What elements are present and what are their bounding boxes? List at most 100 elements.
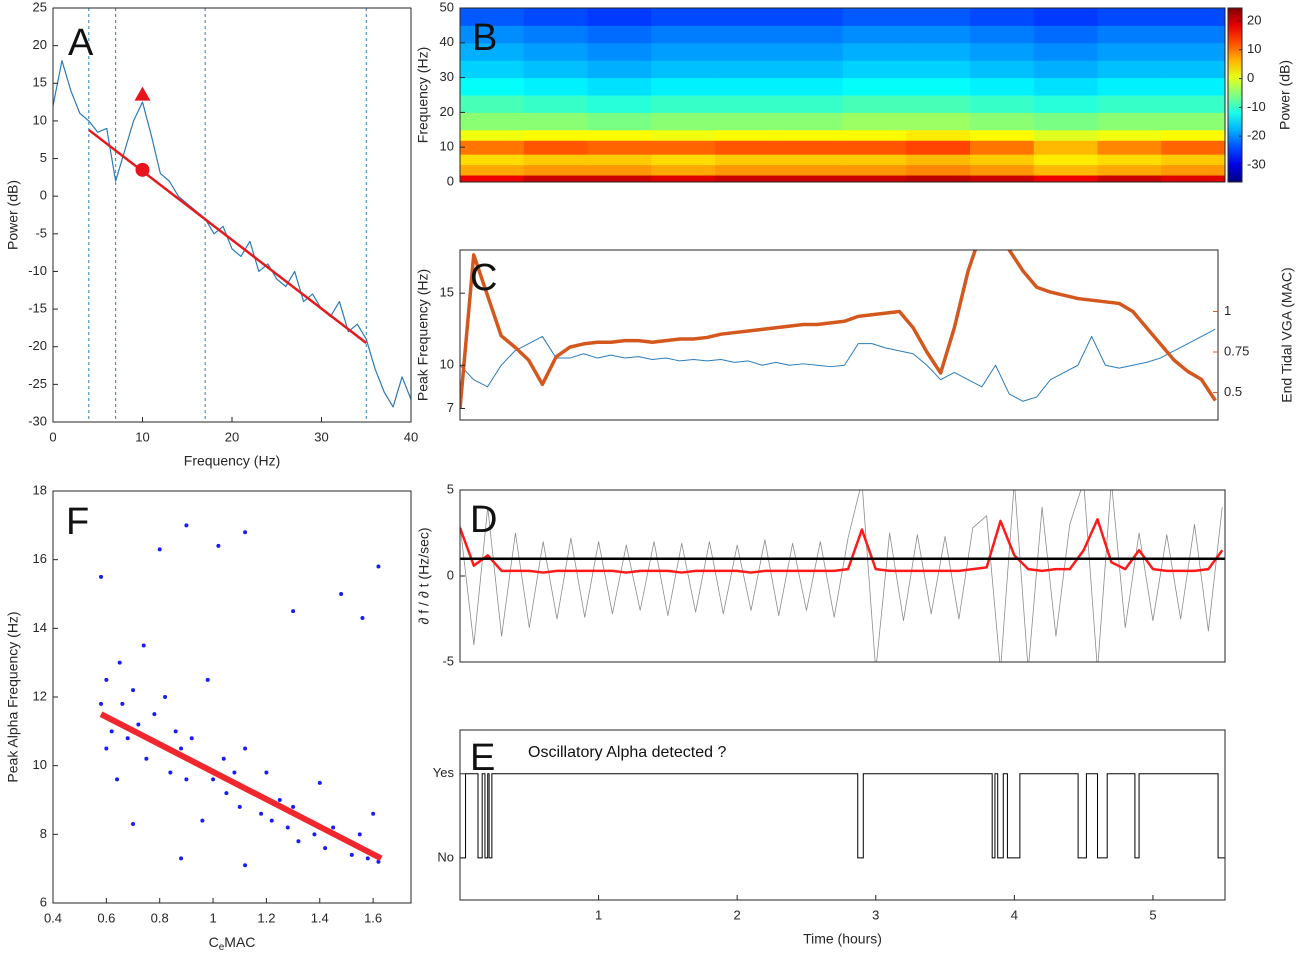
heat-cell (1161, 77, 1225, 96)
heat-cell (523, 25, 588, 44)
heat-cell (587, 164, 652, 176)
heat-cell (1161, 60, 1225, 79)
y-axis-label: Power (dB) (5, 180, 21, 250)
y-tick-label: -10 (28, 263, 47, 278)
scatter-point (243, 746, 248, 751)
scatter-point (136, 722, 141, 727)
heat-cell (1097, 8, 1162, 26)
y2-axis-label: End Tidal VGA (MAC) (1279, 267, 1295, 402)
heat-cell (778, 129, 843, 141)
heat-cell (1097, 25, 1162, 44)
scatter-point (323, 846, 328, 851)
colorbar-label: Power (dB) (1277, 60, 1293, 130)
y-tick-label: 0 (447, 567, 454, 582)
heat-cell (906, 60, 971, 79)
heat-cell (715, 175, 780, 182)
x-tick-label: 4 (1011, 907, 1018, 922)
heat-cell (715, 129, 780, 141)
y2-tick-label: 1 (1224, 303, 1231, 318)
axes-frame (459, 249, 1219, 421)
scatter-point (168, 770, 173, 775)
scatter-point (264, 770, 269, 775)
x-axis-label-part: C (209, 934, 219, 950)
x-tick-label: 0.4 (44, 910, 62, 925)
step-line (460, 773, 1225, 859)
heat-cell (970, 77, 1035, 96)
heat-cell (778, 42, 843, 61)
scatter-point (141, 643, 146, 648)
y-tick-label: 15 (33, 75, 47, 90)
scatter-point (259, 811, 264, 816)
heat-cell (970, 95, 1035, 113)
heat-cell (906, 140, 971, 155)
heat-cell (1033, 164, 1098, 176)
heat-cell (651, 95, 716, 113)
y-tick-label: No (437, 849, 454, 864)
scatter-point (115, 777, 120, 782)
heat-cell (1161, 129, 1225, 141)
scatter-point (232, 770, 237, 775)
heat-cell (1161, 25, 1225, 44)
heat-cell (523, 175, 588, 182)
heat-cell (906, 77, 971, 96)
heat-cell (460, 8, 525, 26)
scatter-point (243, 863, 248, 868)
heat-cell (1033, 42, 1098, 61)
series-line (460, 490, 1223, 662)
heat-cell (842, 140, 907, 155)
y-tick-label: 12 (33, 688, 47, 703)
y-tick-label: 16 (33, 551, 47, 566)
heat-cell (715, 60, 780, 79)
heat-cell (460, 164, 525, 176)
scatter-point (237, 804, 242, 809)
colorbar-tick-label: 10 (1247, 41, 1261, 56)
heat-cell (651, 154, 716, 166)
heat-cell (1161, 164, 1225, 176)
axes-frame (459, 7, 1226, 183)
scatter-point (99, 574, 104, 579)
scatter-point (317, 780, 322, 785)
x-tick-label: 3 (872, 907, 879, 922)
heat-cell (1161, 112, 1225, 131)
heat-cell (1097, 164, 1162, 176)
heat-cell (460, 112, 525, 131)
heat-cell (1097, 140, 1162, 155)
heat-cell (842, 25, 907, 44)
y-tick-label: -20 (28, 338, 47, 353)
scatter-point (360, 616, 365, 621)
heat-cell (523, 60, 588, 79)
x-axis-label: Time (hours) (803, 931, 882, 947)
scatter-point (117, 660, 122, 665)
heat-cell (970, 112, 1035, 131)
heat-cell (1097, 112, 1162, 131)
heat-cell (651, 112, 716, 131)
peak-marker (134, 86, 151, 101)
panel: 0 10 20 30 40 50 Frequency (Hz) B -30 -20 -10 0 10 20… (415, 0, 1293, 188)
x-tick-label: 1.2 (257, 910, 275, 925)
y-tick-label: -30 (28, 413, 47, 428)
heat-cell (523, 154, 588, 166)
scatter-point (189, 736, 194, 741)
heat-cell (715, 42, 780, 61)
scatter-point (291, 609, 296, 614)
heat-cell (651, 42, 716, 61)
y2-tick-label: 0.5 (1224, 384, 1242, 399)
heat-cell (1033, 175, 1098, 182)
heat-cell (715, 8, 780, 26)
heat-cell (778, 140, 843, 155)
y-tick-label: 5 (40, 150, 47, 165)
heat-cell (587, 129, 652, 141)
y-axis-label: Peak Frequency (Hz) (415, 269, 431, 401)
heat-cell (587, 95, 652, 113)
scatter-point (184, 523, 189, 528)
heat-cell (970, 154, 1035, 166)
y-tick-label: 10 (440, 357, 454, 372)
heat-cell (1033, 112, 1098, 131)
x-tick-label: 30 (314, 429, 328, 444)
plot-area (99, 523, 383, 868)
heat-cell (523, 140, 588, 155)
series-line (460, 250, 1217, 409)
plot-area (460, 250, 1217, 409)
heat-cell (778, 77, 843, 96)
heat-cell (523, 112, 588, 131)
